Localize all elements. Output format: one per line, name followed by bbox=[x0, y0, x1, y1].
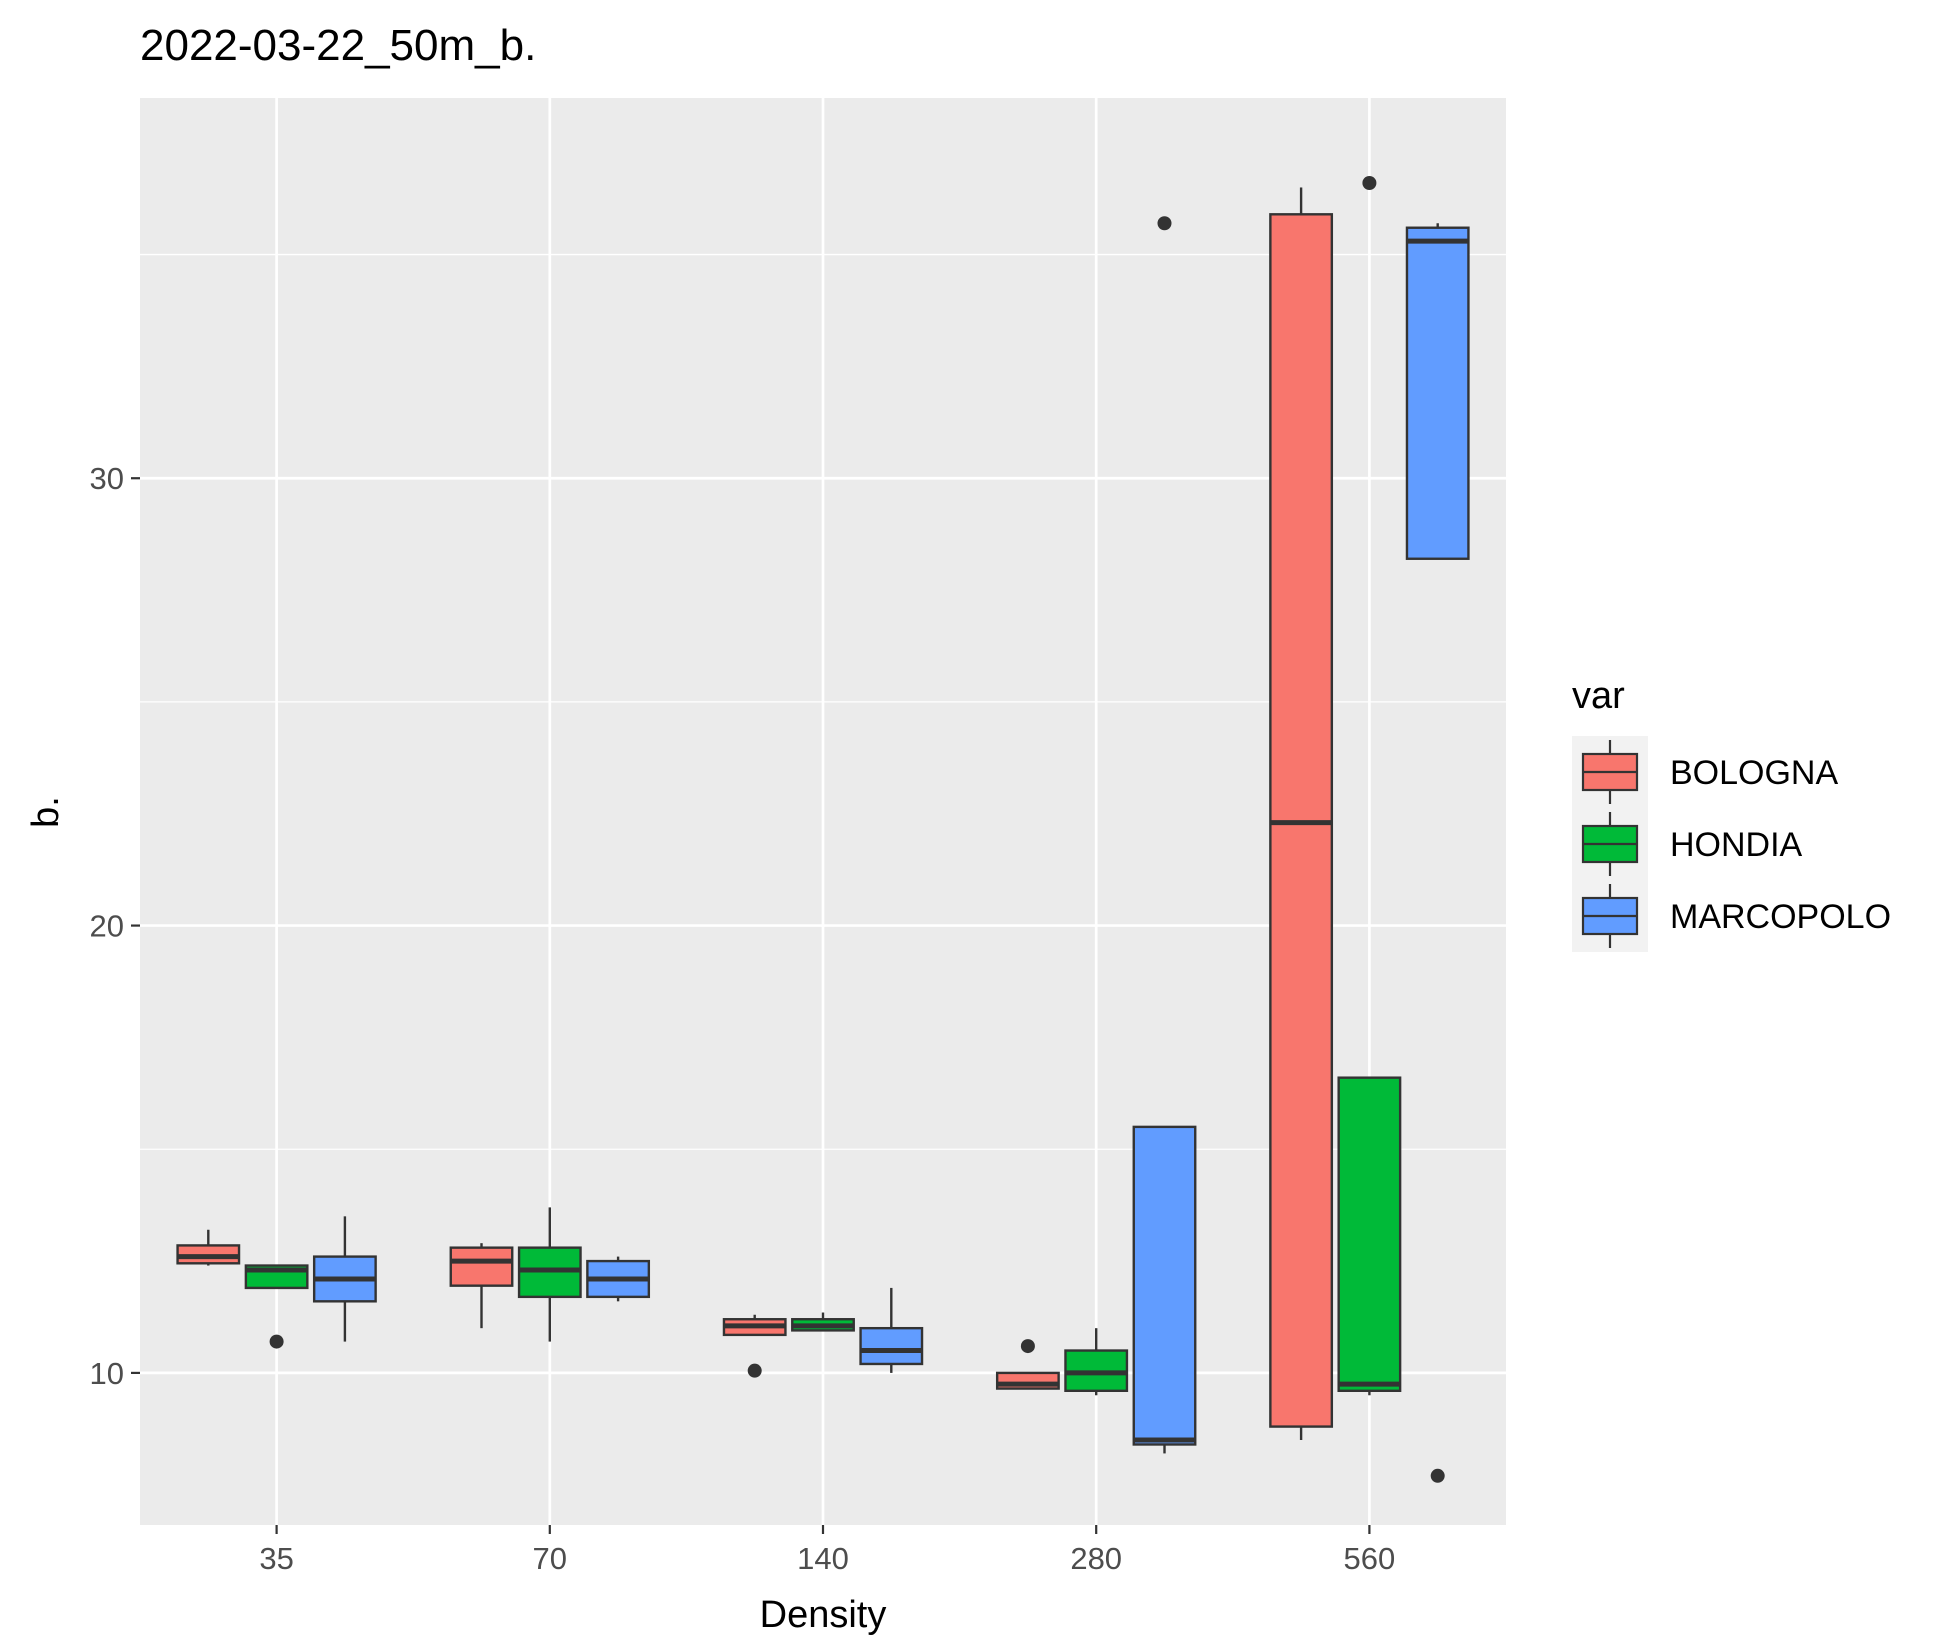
outlier-point bbox=[1020, 1339, 1035, 1354]
outlier-point bbox=[1362, 175, 1377, 190]
y-axis-title: b. bbox=[25, 796, 67, 828]
boxplot-marcopolo-280 bbox=[1132, 216, 1197, 1454]
box-series bbox=[176, 175, 1470, 1483]
outlier-point bbox=[269, 1334, 284, 1349]
boxplot-bologna-560 bbox=[1269, 187, 1334, 1441]
outlier-point bbox=[1157, 216, 1172, 231]
box-iqr bbox=[859, 1326, 924, 1366]
box-iqr bbox=[1337, 1076, 1402, 1392]
legend: var BOLOGNA HONDIA MARCOPOLO bbox=[1572, 675, 1891, 952]
x-tick-label: 560 bbox=[1344, 1541, 1396, 1576]
chart-title: 2022-03-22_50m_b. bbox=[140, 21, 536, 70]
boxplot-bologna-70 bbox=[449, 1243, 514, 1329]
legend-label: MARCOPOLO bbox=[1670, 898, 1891, 936]
box-iqr bbox=[1405, 226, 1470, 560]
box-iqr bbox=[1132, 1125, 1197, 1446]
boxplot-hondia-560 bbox=[1337, 175, 1402, 1396]
y-tick-label: 30 bbox=[90, 461, 124, 496]
legend-label: BOLOGNA bbox=[1670, 754, 1838, 792]
boxplot-bologna-35 bbox=[176, 1229, 241, 1266]
legend-item-bologna: BOLOGNA bbox=[1581, 740, 1838, 804]
box-iqr bbox=[449, 1246, 514, 1287]
outlier-point bbox=[747, 1363, 762, 1378]
y-tick-label: 20 bbox=[90, 909, 124, 944]
legend-title: var bbox=[1572, 675, 1625, 717]
legend-item-marcopolo: MARCOPOLO bbox=[1581, 884, 1891, 948]
boxplot-hondia-280 bbox=[1064, 1328, 1129, 1396]
boxplot-bologna-140 bbox=[722, 1314, 787, 1378]
x-tick-label: 35 bbox=[259, 1541, 293, 1576]
outlier-point bbox=[1430, 1468, 1445, 1483]
x-axis-title: Density bbox=[760, 1594, 887, 1636]
x-tick-label: 140 bbox=[797, 1541, 849, 1576]
y-axis: 10 20 30 bbox=[90, 461, 140, 1391]
legend-item-hondia: HONDIA bbox=[1581, 812, 1803, 876]
x-axis: 35 70 140 280 560 bbox=[259, 1525, 1395, 1576]
boxplot-hondia-140 bbox=[791, 1312, 855, 1332]
x-tick-label: 70 bbox=[533, 1541, 567, 1576]
boxplot-marcopolo-560 bbox=[1405, 223, 1470, 1483]
boxplot-marcopolo-35 bbox=[312, 1216, 377, 1342]
boxplot-bologna-280 bbox=[995, 1339, 1060, 1390]
x-tick-label: 280 bbox=[1070, 1541, 1122, 1576]
boxplot-marcopolo-140 bbox=[859, 1287, 924, 1373]
boxplot-hondia-70 bbox=[517, 1207, 582, 1342]
boxplot-marcopolo-70 bbox=[586, 1256, 651, 1302]
legend-label: HONDIA bbox=[1670, 826, 1803, 864]
y-tick-label: 10 bbox=[90, 1356, 124, 1391]
boxplot-hondia-35 bbox=[244, 1264, 309, 1349]
